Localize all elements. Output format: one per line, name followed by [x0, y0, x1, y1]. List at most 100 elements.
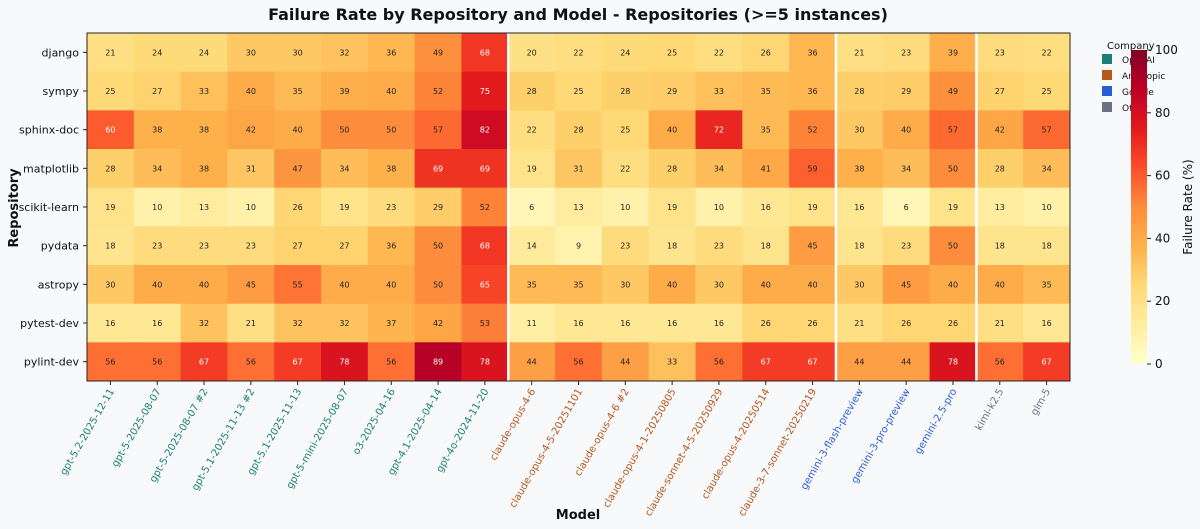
cell-value-label: 23: [901, 242, 911, 251]
heatmap-cell: [929, 303, 977, 343]
heatmap-cell: [133, 149, 182, 189]
heatmap-cell: [414, 342, 462, 382]
heatmap-cell: [695, 342, 743, 382]
cell-value-label: 33: [714, 87, 724, 96]
cell-value-label: 32: [339, 48, 349, 57]
y-tick-label: pytest-dev: [20, 317, 79, 330]
x-tick-label: gpt-5.1-2025-11-13: [246, 387, 304, 477]
x-tick-label: claude-opus-4-6 #2: [573, 387, 632, 478]
cell-value-label: 21: [854, 48, 864, 57]
heatmap-cell: [321, 149, 369, 189]
x-tick-label: gpt-4o-2024-11-20: [435, 387, 492, 474]
heatmap-cell: [742, 342, 790, 382]
heatmap-cell: [976, 33, 1024, 73]
cell-value-label: 10: [246, 203, 256, 212]
heatmap-cell: [508, 342, 556, 382]
heatmap-cell: [321, 110, 369, 150]
heatmap-cell: [1023, 342, 1071, 382]
heatmap-cell: [180, 110, 228, 150]
cell-value-label: 25: [573, 87, 583, 96]
cell-value-label: 36: [807, 48, 817, 57]
heatmap-cell: [555, 187, 603, 227]
y-tick-label: sphinx-doc: [19, 124, 79, 137]
colorbar-tick-label: 40: [1155, 231, 1170, 245]
heatmap-cell: [508, 71, 556, 111]
heatmap-cell: [414, 187, 462, 227]
cell-value-label: 34: [1042, 164, 1052, 173]
cell-value-label: 31: [246, 164, 256, 173]
heatmap-cell: [321, 303, 369, 343]
y-tick-labels: django sympy sphinx-doc matplotlib scikit-le…: [19, 46, 87, 369]
cell-value-label: 38: [386, 164, 396, 173]
heatmap-cell: [742, 149, 790, 189]
heatmap-cell: [461, 342, 509, 382]
heatmap-cell: [555, 226, 603, 266]
heatmap-cell: [882, 33, 931, 73]
legend-swatch: [1102, 102, 1112, 112]
cell-value-label: 36: [386, 48, 396, 57]
cell-value-label: 28: [854, 87, 864, 96]
cell-value-label: 49: [948, 87, 958, 96]
cell-value-label: 34: [152, 164, 162, 173]
cell-value-label: 22: [714, 48, 724, 57]
cell-value-label: 25: [620, 126, 630, 135]
cell-value-label: 40: [667, 126, 677, 135]
cell-value-label: 19: [105, 203, 115, 212]
cell-value-label: 26: [807, 319, 817, 328]
heatmap-cell: [461, 149, 509, 189]
x-tick-label: gemini-2.5-pro: [913, 387, 959, 456]
heatmap-cell: [461, 187, 509, 227]
heatmap-cell: [508, 110, 556, 150]
cell-value-label: 50: [339, 126, 349, 135]
heatmap-cell: [414, 33, 462, 73]
cell-value-label: 10: [1042, 203, 1052, 212]
heatmap-cell: [601, 265, 650, 305]
cell-value-label: 42: [433, 319, 443, 328]
heatmap-cell: [367, 303, 416, 343]
cell-value-label: 28: [620, 87, 630, 96]
heatmap-cell: [929, 265, 977, 305]
heatmap-cell: [461, 265, 509, 305]
cell-value-label: 40: [386, 280, 396, 289]
heatmap-cell: [835, 33, 884, 73]
y-tick-label: sympy: [43, 85, 80, 98]
y-axis-label: Repository: [7, 168, 22, 248]
heatmap-cells: 21 24 24 30 30 32 36 49 68 20 22 24 25 22 26 36 21 23 39 23…: [87, 33, 1071, 382]
cell-value-label: 29: [667, 87, 677, 96]
cell-value-label: 42: [246, 126, 256, 135]
cell-value-label: 40: [199, 280, 209, 289]
heatmap-cell: [227, 110, 275, 150]
heatmap-cell: [789, 187, 837, 227]
heatmap-cell: [882, 149, 931, 189]
chart-title: Failure Rate by Repository and Model - R…: [268, 5, 888, 24]
heatmap-cell: [87, 303, 135, 343]
cell-value-label: 18: [667, 242, 677, 251]
heatmap-cell: [555, 149, 603, 189]
cell-value-label: 27: [995, 87, 1005, 96]
heatmap-cell: [367, 226, 416, 266]
heatmap-cell: [929, 187, 977, 227]
heatmap-cell: [882, 110, 931, 150]
cell-value-label: 59: [807, 164, 817, 173]
heatmap-cell: [180, 187, 228, 227]
heatmap-cell: [742, 226, 790, 266]
cell-value-label: 68: [480, 48, 490, 57]
cell-value-label: 16: [667, 319, 677, 328]
cell-value-label: 50: [948, 242, 958, 251]
heatmap-cell: [695, 110, 743, 150]
cell-value-label: 18: [854, 242, 864, 251]
heatmap-cell: [87, 187, 135, 227]
heatmap-cell: [742, 71, 790, 111]
cell-value-label: 10: [620, 203, 630, 212]
heatmap-cell: [601, 33, 650, 73]
heatmap-cell: [414, 265, 462, 305]
cell-value-label: 50: [433, 242, 443, 251]
cell-value-label: 29: [433, 203, 443, 212]
cell-value-label: 24: [152, 48, 162, 57]
cell-value-label: 56: [714, 358, 724, 367]
cell-value-label: 38: [152, 126, 162, 135]
cell-value-label: 57: [433, 126, 443, 135]
heatmap-cell: [274, 71, 322, 111]
heatmap-cell: [882, 226, 931, 266]
cell-value-label: 16: [714, 319, 724, 328]
